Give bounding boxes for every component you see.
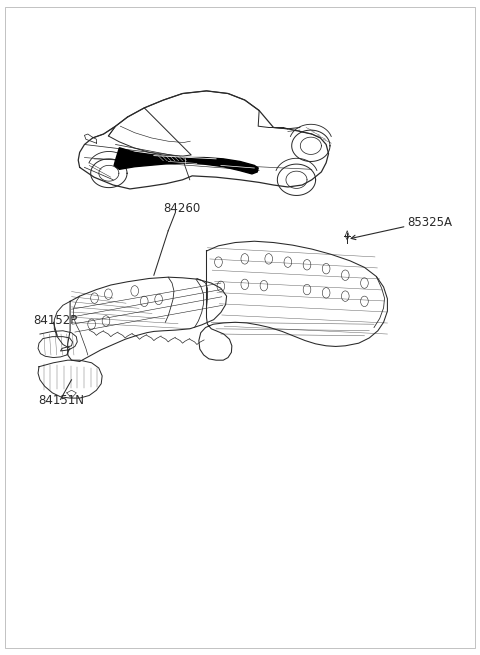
Text: 85325A: 85325A xyxy=(408,216,453,229)
Polygon shape xyxy=(114,148,258,174)
Text: 84260: 84260 xyxy=(163,202,201,215)
Text: 84151N: 84151N xyxy=(38,394,84,407)
Text: 84152P: 84152P xyxy=(33,314,77,328)
